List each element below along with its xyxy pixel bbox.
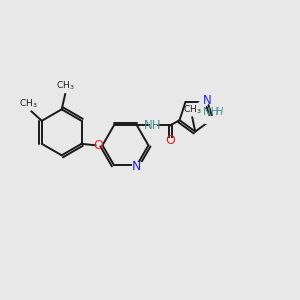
Text: O: O [94, 139, 103, 152]
Text: CH$_3$: CH$_3$ [183, 103, 202, 116]
Text: O: O [165, 134, 175, 147]
Text: H: H [216, 107, 224, 117]
Text: CH$_3$: CH$_3$ [19, 97, 37, 110]
Text: N: N [132, 160, 142, 173]
Text: N: N [203, 94, 212, 107]
Text: NH: NH [144, 119, 162, 132]
Text: NH: NH [203, 107, 219, 117]
Text: CH$_3$: CH$_3$ [56, 80, 75, 92]
